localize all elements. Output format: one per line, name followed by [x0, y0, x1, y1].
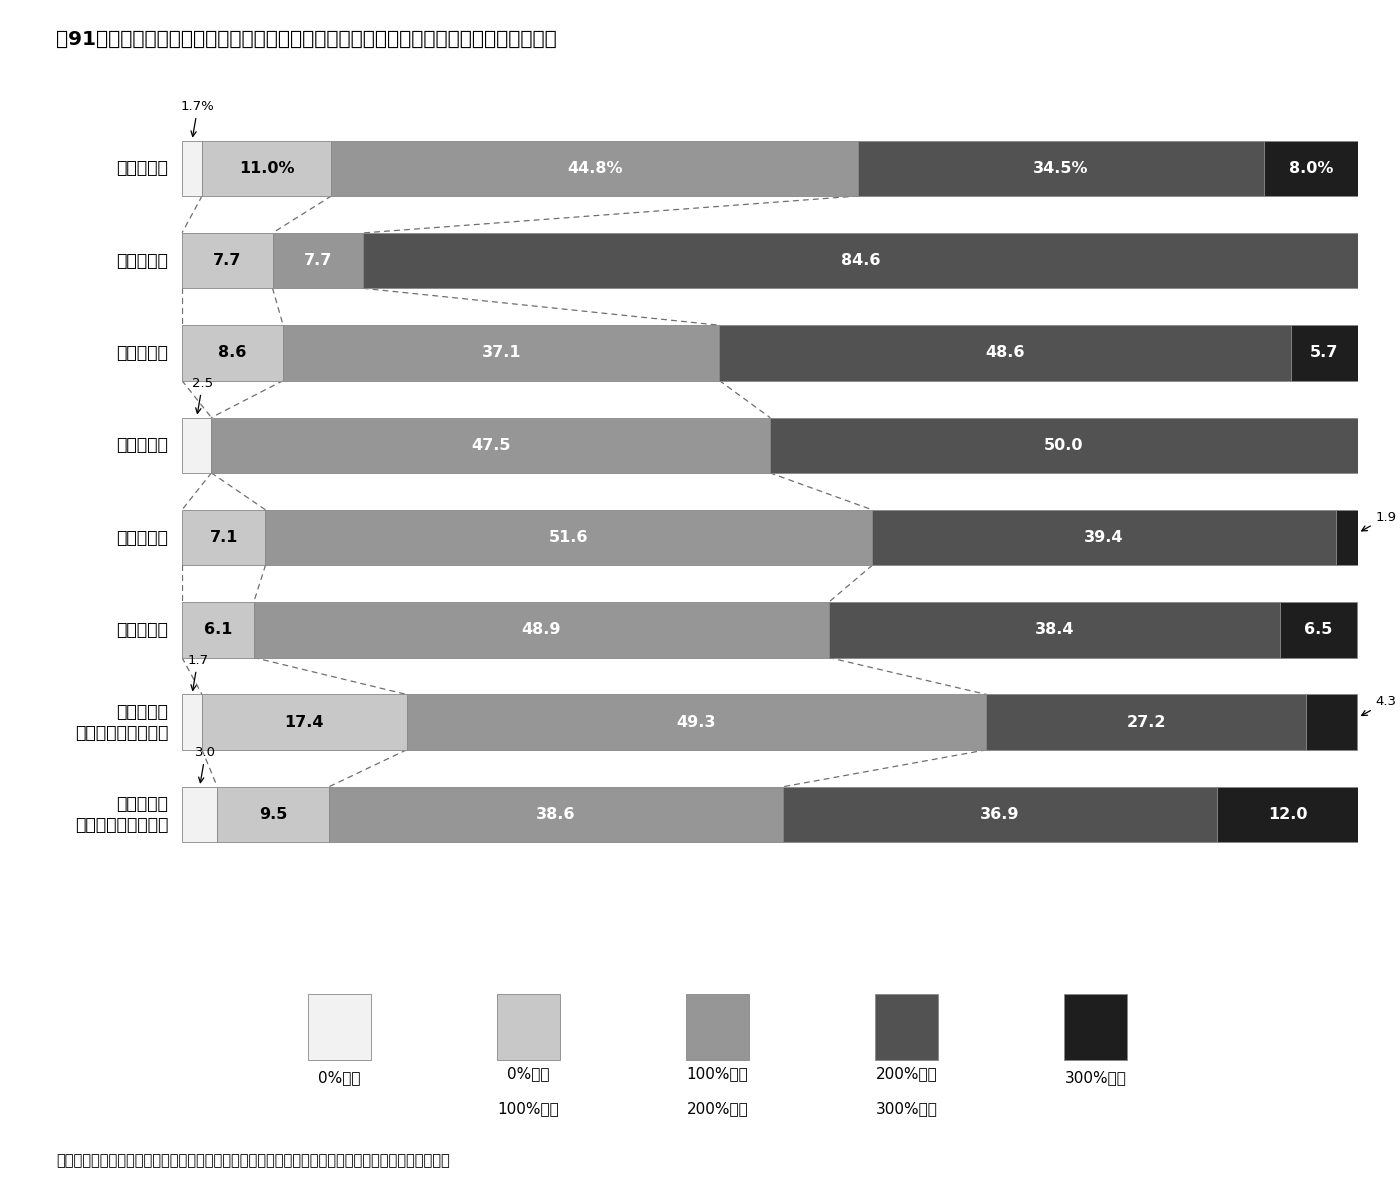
- Bar: [1306, 695, 1357, 750]
- Text: 6.5: 6.5: [1305, 622, 1333, 637]
- Bar: [770, 418, 1358, 473]
- Bar: [829, 603, 1281, 658]
- Bar: [202, 140, 332, 196]
- Text: 17.4: 17.4: [284, 715, 323, 730]
- Text: 200%以上: 200%以上: [875, 1066, 938, 1082]
- Text: 7.7: 7.7: [213, 253, 241, 268]
- Text: 27.2: 27.2: [1127, 715, 1166, 730]
- Bar: [202, 695, 406, 750]
- Text: 100%未満: 100%未満: [497, 1101, 560, 1117]
- Text: 8.0%: 8.0%: [1289, 161, 1333, 176]
- Text: 0%未満: 0%未満: [318, 1070, 361, 1085]
- Text: 47.5: 47.5: [470, 437, 511, 453]
- Text: 300%未満: 300%未満: [875, 1101, 938, 1117]
- Text: 48.6: 48.6: [986, 345, 1025, 361]
- Bar: [253, 603, 829, 658]
- Text: 38.6: 38.6: [536, 807, 575, 822]
- Bar: [987, 695, 1306, 750]
- Text: 9.5: 9.5: [259, 807, 287, 822]
- Text: 36.9: 36.9: [980, 807, 1019, 822]
- Bar: [211, 418, 770, 473]
- Text: 7.7: 7.7: [304, 253, 332, 268]
- Text: 44.8%: 44.8%: [567, 161, 623, 176]
- Bar: [1291, 325, 1358, 381]
- Bar: [406, 695, 987, 750]
- Bar: [363, 232, 1358, 289]
- Bar: [332, 140, 858, 196]
- Bar: [182, 603, 253, 658]
- Text: 38.4: 38.4: [1035, 622, 1074, 637]
- Bar: [783, 787, 1217, 842]
- Text: 7.1: 7.1: [210, 530, 238, 545]
- Bar: [872, 510, 1336, 565]
- Text: 第91図　市町村の規模別実質的な財政負担の標準財政規模に対する比率の状況（構成比）: 第91図 市町村の規模別実質的な財政負担の標準財政規模に対する比率の状況（構成比…: [56, 30, 557, 49]
- Bar: [182, 325, 283, 381]
- Bar: [1281, 603, 1357, 658]
- Text: 200%未満: 200%未満: [686, 1101, 749, 1117]
- Text: 300%以上: 300%以上: [1064, 1070, 1127, 1085]
- Text: 3.0: 3.0: [195, 746, 216, 782]
- Text: 50.0: 50.0: [1044, 437, 1084, 453]
- Text: 5.7: 5.7: [1310, 345, 1338, 361]
- Text: 49.3: 49.3: [676, 715, 717, 730]
- Text: 4.3: 4.3: [1362, 695, 1397, 715]
- Text: 11.0%: 11.0%: [239, 161, 294, 176]
- Text: 100%以上: 100%以上: [686, 1066, 749, 1082]
- Text: 12.0: 12.0: [1267, 807, 1308, 822]
- Text: 39.4: 39.4: [1084, 530, 1124, 545]
- Text: 6.1: 6.1: [203, 622, 232, 637]
- Text: （注）「市町村合計」における団体は、大都市、中核市、特例市、中都市、小都市及び町村である。: （注）「市町村合計」における団体は、大都市、中核市、特例市、中都市、小都市及び町…: [56, 1152, 449, 1168]
- Bar: [182, 140, 202, 196]
- Bar: [217, 787, 329, 842]
- Bar: [283, 325, 720, 381]
- Text: 0%以上: 0%以上: [507, 1066, 550, 1082]
- Bar: [182, 510, 266, 565]
- Text: 37.1: 37.1: [482, 345, 521, 361]
- Bar: [182, 695, 202, 750]
- Bar: [1217, 787, 1358, 842]
- Text: 8.6: 8.6: [218, 345, 246, 361]
- Text: 84.6: 84.6: [841, 253, 881, 268]
- Bar: [720, 325, 1291, 381]
- Text: 34.5%: 34.5%: [1033, 161, 1089, 176]
- Bar: [329, 787, 783, 842]
- Text: 1.9: 1.9: [1362, 510, 1397, 531]
- Bar: [1336, 510, 1358, 565]
- Text: 1.7: 1.7: [188, 654, 209, 690]
- Bar: [182, 418, 211, 473]
- Text: 1.7%: 1.7%: [181, 99, 214, 137]
- Text: 2.5: 2.5: [192, 377, 213, 413]
- Bar: [273, 232, 363, 289]
- Text: 51.6: 51.6: [549, 530, 588, 545]
- Bar: [182, 787, 217, 842]
- Bar: [266, 510, 872, 565]
- Bar: [1264, 140, 1358, 196]
- Text: 48.9: 48.9: [522, 622, 561, 637]
- Bar: [182, 232, 273, 289]
- Bar: [858, 140, 1264, 196]
